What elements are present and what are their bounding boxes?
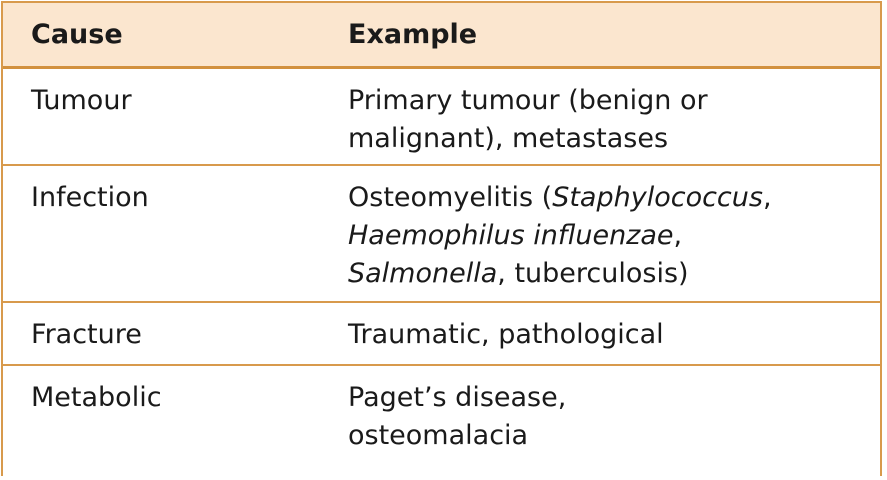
example-line: Osteomyelitis (Staphylococcus, — [348, 179, 868, 217]
table-header-row: Cause Example — [3, 3, 880, 69]
text-segment: Primary tumour (benign or — [348, 85, 708, 116]
table-row: Metabolic Paget’s disease, osteomalacia — [3, 366, 880, 476]
italic-text: Haemophilus influenzae — [348, 220, 674, 251]
example-line: Salmonella, tuberculosis) — [348, 255, 868, 293]
table-row: Infection Osteomyelitis (Staphylococcus, H… — [3, 166, 880, 303]
text-segment: , — [762, 182, 772, 213]
cause-cell: Fracture — [31, 319, 142, 350]
text-segment: malignant), metastases — [348, 123, 669, 154]
italic-text: Salmonella — [348, 258, 498, 289]
text-segment: Traumatic, pathological — [348, 319, 664, 350]
example-line: Traumatic, pathological — [348, 316, 868, 354]
example-cell: Paget’s disease, osteomalacia — [348, 379, 868, 455]
header-cause: Cause — [31, 19, 123, 50]
example-line: osteomalacia — [348, 417, 868, 455]
example-cell: Traumatic, pathological — [348, 316, 868, 354]
table-row: Fracture Traumatic, pathological — [3, 303, 880, 366]
example-line: malignant), metastases — [348, 120, 868, 158]
cause-cell: Metabolic — [31, 382, 162, 413]
table-row: Tumour Primary tumour (benign or malignant… — [3, 69, 880, 166]
cause-cell: Infection — [31, 182, 149, 213]
example-cell: Primary tumour (benign or malignant), met… — [348, 82, 868, 158]
italic-text: Staphylococcus — [552, 182, 763, 213]
text-segment: Paget’s disease, — [348, 382, 567, 413]
text-segment: , tuberculosis) — [497, 258, 689, 289]
example-line: Paget’s disease, — [348, 379, 868, 417]
text-segment: , — [673, 220, 683, 251]
example-line: Primary tumour (benign or — [348, 82, 868, 120]
text-segment: Osteomyelitis ( — [348, 182, 553, 213]
example-cell: Osteomyelitis (Staphylococcus, Haemophilu… — [348, 179, 868, 293]
example-line: Haemophilus influenzae, — [348, 217, 868, 255]
cause-cell: Tumour — [31, 85, 132, 116]
text-segment: osteomalacia — [348, 420, 529, 451]
header-example: Example — [348, 19, 478, 50]
